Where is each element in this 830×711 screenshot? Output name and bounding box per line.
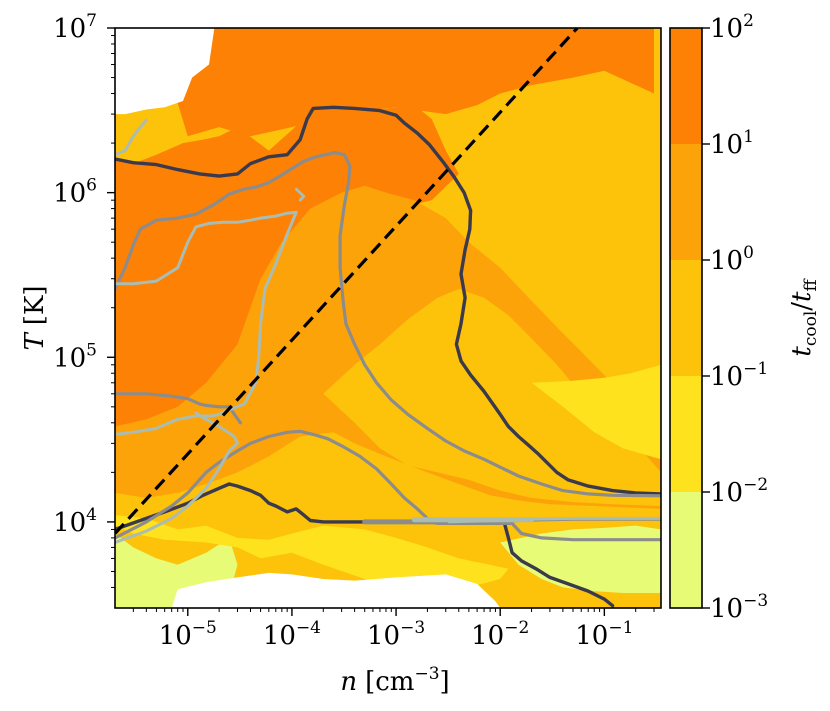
colorbar-tick-label-5: 101 (710, 127, 754, 160)
svg-text:T[K]: T[K] (20, 285, 50, 350)
colorbar-bands (670, 28, 702, 608)
x-axis-label: n [cm−3] (340, 664, 449, 697)
reference-line-group (115, 28, 579, 535)
contour-line-8 (115, 210, 298, 436)
colorbar: 10−3 10−2 10−1 100 101 102 tcool/tff (669, 11, 821, 624)
contour-line-1 (115, 105, 661, 496)
x-tick-label-4: 10−2 (471, 618, 529, 651)
colorbar-ticks: 10−3 10−2 10−1 100 101 102 (702, 11, 768, 624)
x-tick-label-3: 10−3 (367, 618, 425, 651)
x-tick-label-5: 10−1 (575, 618, 633, 651)
heatmap-region-4 (323, 289, 661, 506)
colorbar-band-2 (670, 376, 702, 492)
y-tick-label-3: 106 (53, 176, 97, 209)
heatmap-region-2 (115, 28, 654, 137)
contour-lines (115, 105, 661, 608)
heatmap-region-8 (115, 515, 509, 592)
contour-line-5 (115, 429, 661, 542)
contour-line-4 (115, 392, 242, 425)
colorbar-tick-label-3: 10−1 (710, 359, 768, 392)
blank-region-2 (171, 572, 501, 608)
heatmap-region-7 (500, 525, 661, 593)
plot-frame (114, 27, 662, 609)
x-axis-label-exp: −3 (414, 664, 439, 684)
colorbar-band-3 (670, 260, 702, 376)
x-tick-label-1: 10−5 (159, 618, 217, 651)
colorbar-tick-label-4: 100 (710, 243, 754, 276)
contour-line-9 (115, 411, 239, 544)
y-tick-label-1: 104 (53, 505, 97, 538)
blank-regions (115, 28, 501, 608)
y-tick-label-4: 107 (53, 11, 97, 44)
reference-line (115, 28, 579, 535)
x-axis-ticks: 10−5 10−4 10−3 10−2 10−1 (132, 608, 655, 651)
heatmap-plot-area: 10−5 10−4 10−3 10−2 10−1 104 105 106 107 (53, 11, 662, 651)
colorbar-band-5 (670, 28, 702, 144)
y-axis-label-var: T (20, 332, 50, 351)
svg-text:n[cm−3]: n [cm−3] (340, 664, 449, 697)
contour-line-11 (294, 187, 306, 202)
colorbar-band-1 (670, 492, 702, 608)
colorbar-frame (669, 27, 703, 609)
contour-line-7 (115, 118, 148, 157)
blank-region-1 (115, 28, 215, 115)
contour-line-3 (115, 151, 661, 498)
colorbar-tick-label-6: 102 (710, 11, 754, 44)
colorbar-band-4 (670, 144, 702, 260)
colorbar-tick-label-2: 10−2 (710, 475, 768, 508)
x-axis-label-var: n (340, 667, 357, 697)
x-tick-label-2: 10−4 (263, 618, 321, 651)
contour-line-2 (115, 482, 615, 608)
y-axis-label: T[K] (20, 285, 50, 350)
y-axis-label-unit: K (20, 295, 50, 315)
y-tick-label-2: 105 (53, 340, 97, 373)
colorbar-tick-label-1: 10−3 (710, 591, 768, 624)
x-axis-label-unit: cm (375, 667, 414, 697)
heatmap-region-5 (531, 364, 661, 460)
heatmap-regions (115, 28, 661, 608)
colorbar-label: tcool/tff (787, 277, 821, 356)
y-axis-ticks: 104 105 106 107 (53, 11, 115, 588)
